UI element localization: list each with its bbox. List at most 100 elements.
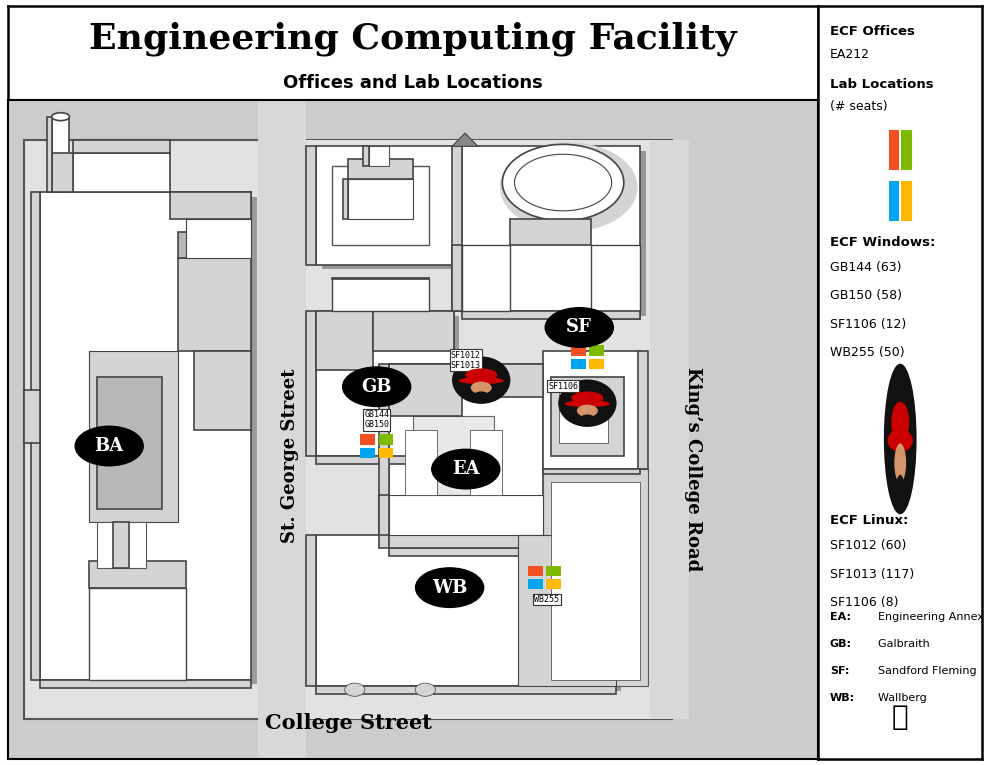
Polygon shape xyxy=(519,535,616,686)
Polygon shape xyxy=(316,456,453,464)
Polygon shape xyxy=(89,350,178,522)
Polygon shape xyxy=(316,146,453,265)
Ellipse shape xyxy=(564,400,610,407)
Ellipse shape xyxy=(896,475,904,501)
Text: College Street: College Street xyxy=(265,713,432,733)
Text: ECF Offices: ECF Offices xyxy=(830,25,915,38)
Text: 🏛: 🏛 xyxy=(892,704,909,731)
Polygon shape xyxy=(550,482,641,680)
Polygon shape xyxy=(52,117,68,193)
Polygon shape xyxy=(52,153,72,193)
Bar xyxy=(889,181,899,221)
Polygon shape xyxy=(368,146,389,166)
Bar xyxy=(378,435,393,444)
Text: Lab Locations: Lab Locations xyxy=(830,77,934,90)
Polygon shape xyxy=(89,588,186,680)
Text: GB150 (58): GB150 (58) xyxy=(830,289,902,302)
Text: WB255 (50): WB255 (50) xyxy=(830,347,905,360)
Polygon shape xyxy=(543,350,641,469)
Text: Wallberg: Wallberg xyxy=(871,693,927,703)
Text: SF1012
SF1013: SF1012 SF1013 xyxy=(450,350,481,370)
Polygon shape xyxy=(322,316,459,461)
Polygon shape xyxy=(405,430,438,496)
Polygon shape xyxy=(461,363,543,396)
Polygon shape xyxy=(72,140,170,153)
Ellipse shape xyxy=(51,112,69,121)
Polygon shape xyxy=(389,496,543,535)
Polygon shape xyxy=(500,142,638,232)
Text: EA: EA xyxy=(452,460,479,478)
Polygon shape xyxy=(372,311,453,350)
Text: GB:: GB: xyxy=(830,640,851,649)
Polygon shape xyxy=(470,430,502,496)
Ellipse shape xyxy=(432,449,500,489)
Bar xyxy=(378,448,393,457)
Polygon shape xyxy=(306,535,316,686)
Bar xyxy=(360,448,375,457)
Text: EA212: EA212 xyxy=(830,47,870,60)
Text: SF: SF xyxy=(566,318,592,337)
Circle shape xyxy=(452,356,511,404)
Polygon shape xyxy=(46,197,256,685)
Text: GB144 (63): GB144 (63) xyxy=(830,261,901,274)
Text: Engineering Annex: Engineering Annex xyxy=(871,612,984,622)
Polygon shape xyxy=(461,245,511,311)
Polygon shape xyxy=(461,146,641,311)
Text: ECF Linux:: ECF Linux: xyxy=(830,514,908,527)
Ellipse shape xyxy=(470,382,492,394)
Polygon shape xyxy=(452,133,478,146)
Text: WB255: WB255 xyxy=(535,595,559,604)
Polygon shape xyxy=(343,179,348,219)
Ellipse shape xyxy=(75,426,144,466)
Ellipse shape xyxy=(465,369,497,382)
Circle shape xyxy=(558,379,617,427)
Ellipse shape xyxy=(545,308,614,347)
Bar xyxy=(589,345,604,356)
Text: King’s College Road: King’s College Road xyxy=(684,367,702,571)
Polygon shape xyxy=(389,363,543,548)
Polygon shape xyxy=(47,117,52,193)
Polygon shape xyxy=(186,219,251,259)
Ellipse shape xyxy=(416,568,484,607)
Polygon shape xyxy=(306,140,672,719)
Polygon shape xyxy=(467,151,645,316)
Polygon shape xyxy=(306,146,316,265)
Ellipse shape xyxy=(343,367,411,406)
Ellipse shape xyxy=(894,444,906,483)
Ellipse shape xyxy=(474,392,488,399)
Polygon shape xyxy=(316,686,616,695)
Ellipse shape xyxy=(580,415,595,423)
Polygon shape xyxy=(543,469,648,686)
Polygon shape xyxy=(257,100,306,759)
Polygon shape xyxy=(322,151,459,269)
Bar xyxy=(528,566,543,576)
Polygon shape xyxy=(591,245,641,311)
Polygon shape xyxy=(502,145,624,221)
Text: Engineering Computing Facility: Engineering Computing Facility xyxy=(89,22,737,57)
Polygon shape xyxy=(24,390,41,443)
Text: BA: BA xyxy=(95,437,124,455)
Polygon shape xyxy=(379,496,389,535)
Polygon shape xyxy=(322,539,622,691)
Polygon shape xyxy=(170,193,251,219)
Text: (# seats): (# seats) xyxy=(830,100,887,113)
Polygon shape xyxy=(511,219,591,245)
Polygon shape xyxy=(559,390,608,443)
Polygon shape xyxy=(389,515,543,548)
Polygon shape xyxy=(332,166,430,245)
Text: Sandford Fleming: Sandford Fleming xyxy=(871,666,976,676)
Circle shape xyxy=(884,363,917,514)
Polygon shape xyxy=(591,311,641,319)
Ellipse shape xyxy=(891,402,909,443)
Polygon shape xyxy=(97,377,162,509)
Polygon shape xyxy=(389,363,461,416)
Text: GB144
GB150: GB144 GB150 xyxy=(364,410,389,429)
Polygon shape xyxy=(639,350,648,469)
Text: SF1106 (8): SF1106 (8) xyxy=(830,596,898,609)
Polygon shape xyxy=(8,100,819,759)
Polygon shape xyxy=(543,469,641,474)
Ellipse shape xyxy=(577,405,598,417)
Text: WB: WB xyxy=(432,578,467,597)
Polygon shape xyxy=(316,535,616,686)
Polygon shape xyxy=(461,311,641,319)
